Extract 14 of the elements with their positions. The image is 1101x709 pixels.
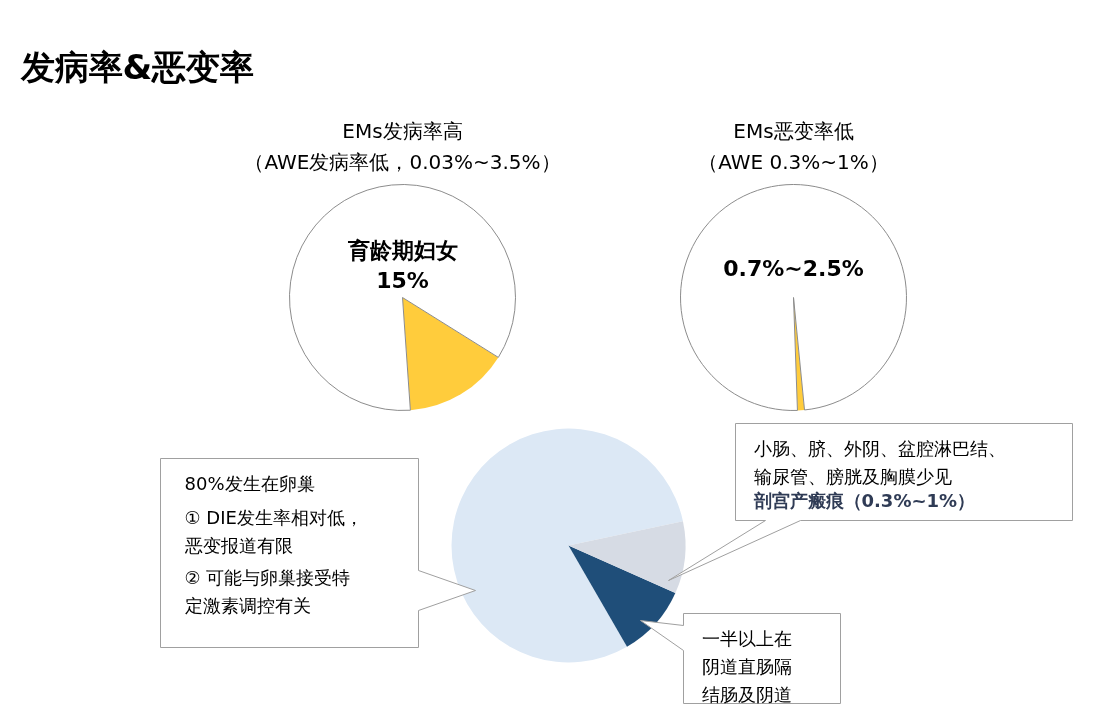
chart-title: EMs恶变率低	[733, 118, 854, 143]
text: 一半以上在阴道直肠隔结肠及阴道	[701, 627, 792, 706]
chart-title: EMs发病率高	[342, 118, 463, 143]
text: 0.7%~2.5%	[723, 256, 864, 281]
chart-subtitle: （AWE 0.3%~1%）	[698, 149, 889, 174]
text: ② 可能与卵巢接受特定激素调控有关	[184, 566, 351, 616]
chart-subtitle: （AWE发病率低，0.03%~3.5%）	[244, 149, 561, 174]
text: 15%	[376, 268, 429, 293]
text: 小肠、脐、外阴、盆腔淋巴结、输尿管、膀胱及胸膜少见	[753, 437, 1006, 487]
text: 发病率&恶变率	[19, 46, 255, 87]
text: 育龄期妇女	[346, 238, 458, 263]
text: 剖宫产瘢痕（0.3%~1%）	[752, 489, 976, 511]
text: 80%发生在卵巢	[184, 472, 315, 494]
text: ① DIE发生率相对低，恶变报道有限	[183, 506, 363, 556]
